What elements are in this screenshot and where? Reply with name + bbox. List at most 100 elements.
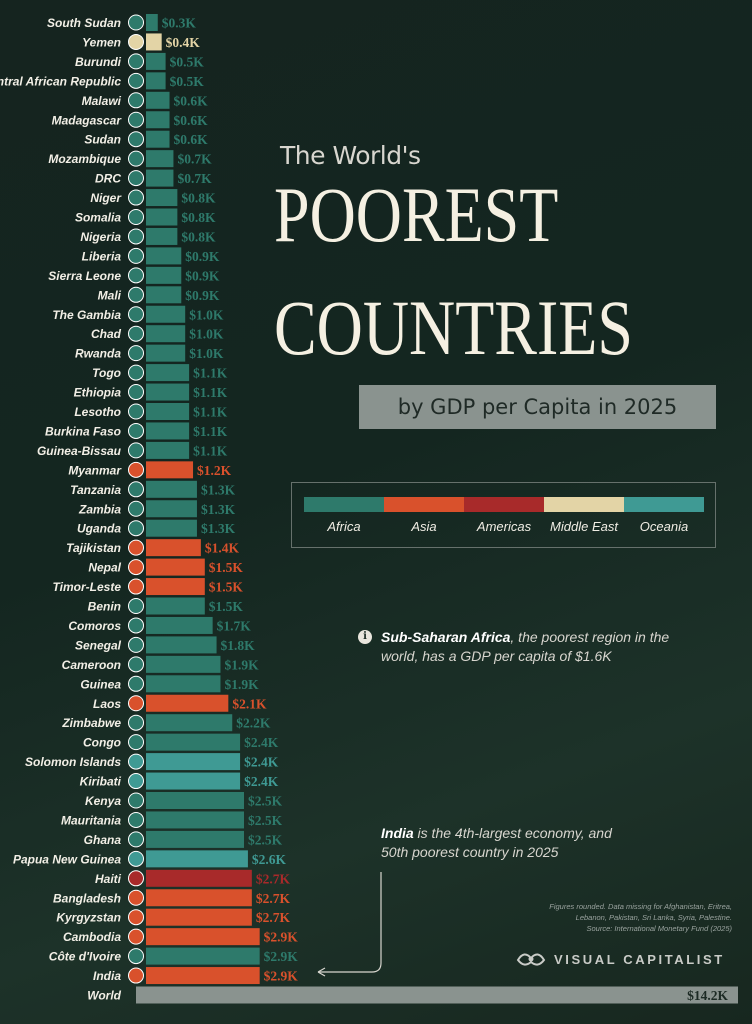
flag-icon-liberia bbox=[128, 247, 144, 264]
bar-cameroon bbox=[146, 655, 221, 673]
value-label-ghana: $2.5K bbox=[248, 832, 283, 847]
value-label-world: $14.2K bbox=[687, 988, 728, 1003]
country-label-cambodia: Cambodia bbox=[63, 930, 121, 944]
value-label-laos: $2.1K bbox=[232, 696, 267, 711]
value-label-tanzania: $1.3K bbox=[201, 482, 236, 497]
value-label-congo: $2.4K bbox=[244, 735, 279, 750]
legend-label-middle-east: Middle East bbox=[550, 519, 618, 534]
value-label-cameroon: $1.9K bbox=[224, 657, 259, 672]
bar-somalia bbox=[146, 208, 178, 226]
bar-world bbox=[136, 986, 738, 1004]
country-label-mali: Mali bbox=[98, 288, 122, 302]
legend-label-africa: Africa bbox=[327, 519, 361, 534]
bar-central-african-republic bbox=[146, 72, 166, 90]
value-label-bangladesh: $2.7K bbox=[256, 891, 291, 906]
value-label-mali: $0.9K bbox=[185, 288, 220, 303]
legend: Africa Asia Americas Middle East Oceania bbox=[291, 482, 716, 548]
source-line-2: Lebanon, Pakistan, Sri Lanka, Syria, Pal… bbox=[575, 913, 732, 922]
country-label-somalia: Somalia bbox=[75, 211, 121, 225]
country-label-comoros: Comoros bbox=[68, 619, 121, 633]
value-label-mozambique: $0.7K bbox=[177, 152, 212, 167]
annotation-india: India is the 4th-largest economy, and 50… bbox=[381, 824, 641, 862]
country-label-liberia: Liberia bbox=[82, 249, 122, 263]
country-label-ethiopia: Ethiopia bbox=[74, 386, 122, 400]
flag-icon-drc bbox=[128, 170, 144, 187]
value-label-somalia: $0.8K bbox=[181, 210, 216, 225]
bar-congo bbox=[146, 733, 241, 751]
annotation-sub-saharan-africa: Sub-Saharan Africa, the poorest region i… bbox=[381, 628, 681, 666]
country-label-zimbabwe: Zimbabwe bbox=[61, 716, 121, 730]
value-label-malawi: $0.6K bbox=[174, 93, 209, 108]
value-label-niger: $0.8K bbox=[181, 191, 216, 206]
bar-myanmar bbox=[146, 461, 194, 479]
legend-label-americas: Americas bbox=[476, 519, 532, 534]
country-label-burkina-faso: Burkina Faso bbox=[45, 424, 121, 438]
value-label-rwanda: $1.0K bbox=[189, 346, 224, 361]
bar-tajikistan bbox=[146, 539, 201, 557]
country-label-kiribati: Kiribati bbox=[80, 775, 122, 789]
country-label-sierra-leone: Sierra Leone bbox=[48, 269, 121, 283]
bar-nigeria bbox=[146, 227, 178, 245]
country-label-togo: Togo bbox=[92, 366, 121, 380]
chart-subtitle: The World's bbox=[280, 141, 421, 170]
bar-guinea-bissau bbox=[146, 441, 190, 459]
value-label-comoros: $1.7K bbox=[217, 618, 252, 633]
source-note: Figures rounded. Data missing for Afghan… bbox=[470, 901, 732, 934]
value-label-madagascar: $0.6K bbox=[174, 113, 209, 128]
flag-icon-senegal bbox=[128, 636, 144, 653]
flag-icon-central-african-republic bbox=[128, 72, 144, 89]
bar-yemen bbox=[146, 33, 162, 51]
flag-icon-benin bbox=[128, 598, 144, 614]
bar-benin bbox=[146, 597, 205, 615]
bar-laos bbox=[146, 694, 229, 712]
flag-icon-south-sudan bbox=[128, 14, 144, 31]
bar-drc bbox=[146, 169, 174, 187]
country-label-senegal: Senegal bbox=[75, 638, 122, 652]
flag-icon-tanzania bbox=[128, 481, 144, 498]
flag-icon-lesotho bbox=[128, 403, 144, 420]
country-label-world: World bbox=[87, 989, 121, 1003]
bar-cambodia bbox=[146, 928, 260, 946]
bar-papua-new-guinea bbox=[146, 850, 248, 868]
annotation-1-bold: Sub-Saharan Africa bbox=[381, 629, 511, 645]
country-label-uganda: Uganda bbox=[77, 522, 121, 536]
value-label-liberia: $0.9K bbox=[185, 249, 220, 264]
bar-mali bbox=[146, 286, 182, 304]
value-label-kenya: $2.5K bbox=[248, 794, 283, 809]
country-label-congo: Congo bbox=[83, 736, 121, 750]
country-label-niger: Niger bbox=[90, 191, 122, 205]
value-label-haiti: $2.7K bbox=[256, 871, 291, 886]
flag-icon-mozambique bbox=[128, 150, 144, 167]
country-label-cameroon: Cameroon bbox=[62, 658, 121, 672]
value-label-nepal: $1.5K bbox=[209, 560, 244, 575]
country-label-timor-leste: Timor-Leste bbox=[53, 580, 122, 594]
visual-capitalist-logo-icon bbox=[516, 953, 546, 966]
legend-swatch-oceania bbox=[624, 497, 704, 512]
flag-icon-timor-leste bbox=[128, 578, 144, 595]
flag-icon-nepal bbox=[128, 559, 144, 576]
flag-icon-c-te-d-ivoire bbox=[128, 948, 144, 965]
annotation-1-text: , the poorest region in the world, has a… bbox=[381, 629, 670, 664]
country-label-haiti: Haiti bbox=[95, 872, 122, 886]
bar-guinea bbox=[146, 675, 221, 693]
chart-title-line1: POOREST bbox=[274, 171, 559, 258]
value-label-mauritania: $2.5K bbox=[248, 813, 283, 828]
bar-uganda bbox=[146, 519, 197, 537]
flag-icon-chad bbox=[128, 325, 144, 342]
country-label-lesotho: Lesotho bbox=[74, 405, 121, 419]
legend-swatch-asia bbox=[384, 497, 464, 512]
legend-swatch-middle-east bbox=[544, 497, 624, 512]
flag-icon-tajikistan bbox=[128, 539, 144, 556]
country-label-kenya: Kenya bbox=[85, 794, 121, 808]
country-label-south-sudan: South Sudan bbox=[47, 16, 121, 30]
country-label-the-gambia: The Gambia bbox=[52, 308, 121, 322]
bar-india bbox=[146, 967, 260, 985]
value-label-togo: $1.1K bbox=[193, 366, 228, 381]
country-label-kyrgyzstan: Kyrgyzstan bbox=[56, 911, 121, 925]
flag-icon-niger bbox=[128, 189, 144, 206]
value-label-sudan: $0.6K bbox=[174, 132, 209, 147]
bar-malawi bbox=[146, 91, 170, 109]
flag-icon-madagascar bbox=[128, 111, 144, 128]
country-label-madagascar: Madagascar bbox=[52, 113, 123, 127]
flag-icon-kiribati bbox=[128, 773, 144, 790]
